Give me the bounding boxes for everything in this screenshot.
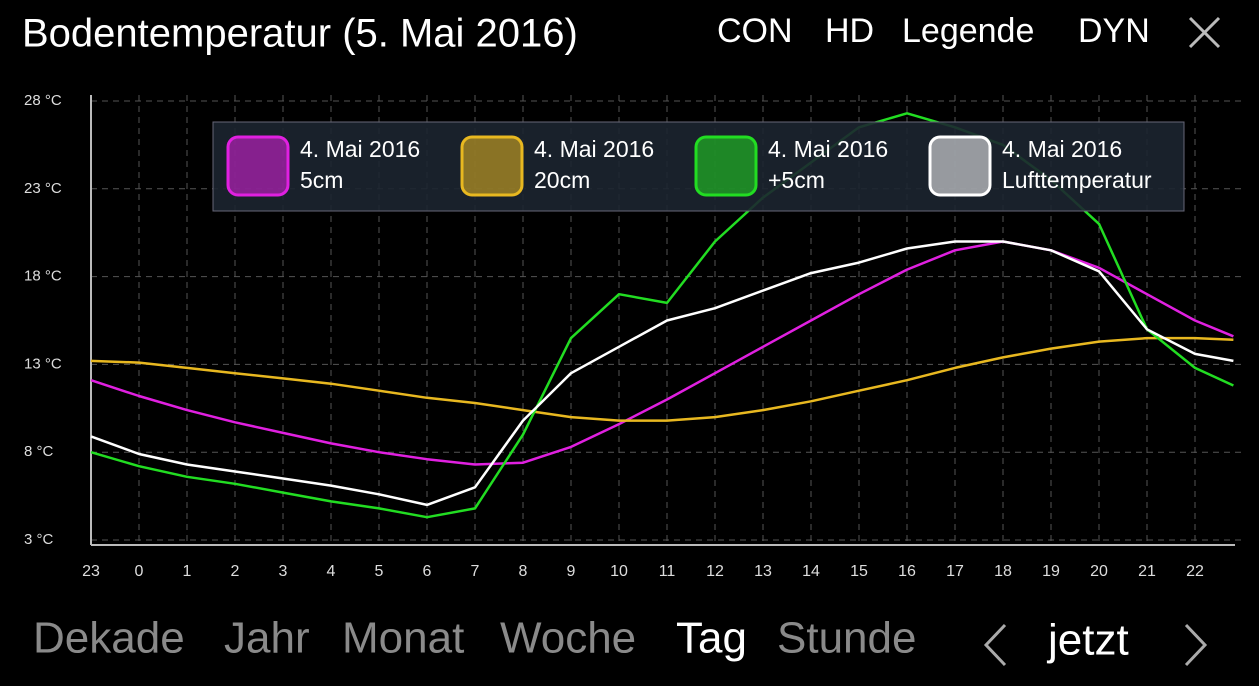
period-button[interactable]: Jahr: [224, 614, 310, 663]
series-line: [90, 240, 1234, 507]
legend-date: 4. Mai 2016: [534, 136, 654, 162]
x-tick-label: 6: [423, 563, 432, 580]
legend-name: 5cm: [300, 167, 343, 193]
legend-name: Lufttemperatur: [1002, 167, 1152, 193]
x-tick-label: 1: [183, 563, 192, 580]
button[interactable]: CON: [717, 12, 793, 50]
button[interactable]: Legende: [902, 12, 1034, 50]
x-tick-label: 18: [994, 563, 1012, 580]
plot: 3 °C8 °C13 °C18 °C23 °C28 °C23 0 1 2 3 4 5 6 7 8 9…: [24, 92, 1243, 580]
x-tick-label: 17: [946, 563, 964, 580]
button[interactable]: DYN: [1078, 12, 1150, 50]
legend-name: +5cm: [768, 167, 825, 193]
button[interactable]: HD: [825, 12, 874, 50]
x-tick-label: 13: [754, 563, 772, 580]
nav: jetzt Dekade Jahr Monat Woche Tag Stunde: [33, 614, 1208, 667]
x-tick-label: 19: [1042, 563, 1060, 580]
legend-swatch: [460, 135, 524, 197]
y-tick-label: 23 °C: [24, 180, 62, 197]
prev-arrow[interactable]: [983, 623, 1007, 667]
x-tick-label: 12: [706, 563, 724, 580]
series-line: [90, 240, 1234, 466]
close-icon: [1188, 16, 1221, 49]
period-button[interactable]: Woche: [500, 614, 636, 663]
close-button[interactable]: [1188, 16, 1221, 49]
x-tick-label: 5: [375, 563, 384, 580]
x-tick-label: 10: [610, 563, 628, 580]
legend-date: 4. Mai 2016: [300, 136, 420, 162]
period-button[interactable]: Dekade: [33, 614, 185, 663]
x-tick-label: 7: [471, 563, 480, 580]
period-button[interactable]: Stunde: [777, 614, 916, 663]
x-tick-label: 21: [1138, 563, 1156, 580]
x-tick-label: 3: [279, 563, 288, 580]
x-tick-label: 15: [850, 563, 868, 580]
y-tick-label: 18 °C: [24, 268, 62, 285]
now-button[interactable]: jetzt: [1046, 616, 1129, 665]
legend-name: 20cm: [534, 167, 590, 193]
legend-swatch: [694, 135, 758, 197]
x-tick-label: 8: [519, 563, 528, 580]
x-tick-label: 4: [327, 563, 336, 580]
x-tick-label: 20: [1090, 563, 1108, 580]
y-tick-label: 13 °C: [24, 355, 62, 372]
next-arrow[interactable]: [1184, 623, 1208, 667]
x-tick-label: 2: [231, 563, 240, 580]
page-title: Bodentemperatur (5. Mai 2016): [22, 12, 578, 56]
x-tick-label: 16: [898, 563, 916, 580]
legend-swatch: [226, 135, 290, 197]
x-tick-label: 9: [567, 563, 576, 580]
x-tick-label: 11: [659, 563, 676, 580]
legend: 4. Mai 2016 5cm 4. Mai 2016 20cm 4. Mai 2016…: [212, 121, 1185, 212]
x-tick-label: 23: [82, 563, 100, 580]
x-tick-label: 22: [1186, 563, 1204, 580]
y-tick-label: 8 °C: [24, 443, 54, 460]
x-tick-label: 14: [802, 563, 820, 580]
period-button[interactable]: Tag: [676, 614, 747, 663]
legend-swatch: [928, 135, 992, 197]
legend-date: 4. Mai 2016: [1002, 136, 1122, 162]
y-tick-label: 3 °C: [24, 531, 54, 548]
series-line: [90, 336, 1234, 422]
legend-date: 4. Mai 2016: [768, 136, 888, 162]
period-button[interactable]: Monat: [342, 614, 464, 663]
y-tick-label: 28 °C: [24, 92, 62, 109]
x-tick-label: 0: [135, 563, 144, 580]
